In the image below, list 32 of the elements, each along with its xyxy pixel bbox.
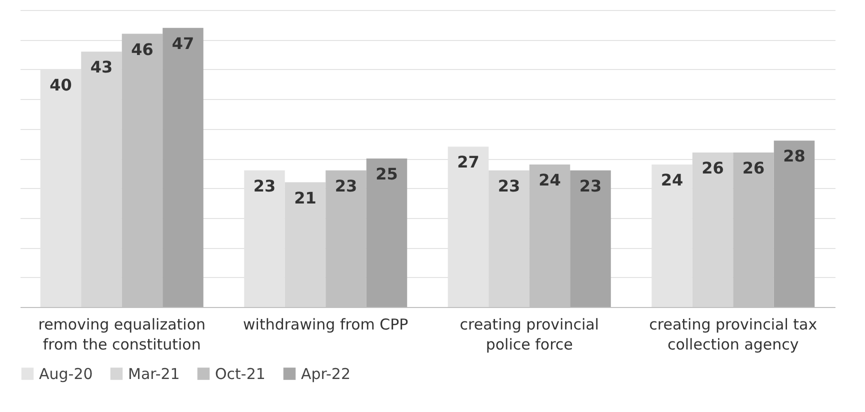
bar (81, 52, 122, 307)
data-label: 24 (660, 170, 684, 190)
bar (774, 140, 815, 307)
data-label: 23 (579, 176, 602, 196)
data-label: 25 (376, 164, 398, 184)
x-tick-label: removing equalization from the constitution (38, 316, 206, 354)
data-label: 27 (457, 152, 480, 172)
data-label: 46 (131, 40, 154, 59)
data-label: 40 (50, 75, 72, 94)
data-label: 26 (742, 158, 765, 178)
bar (570, 170, 611, 307)
data-label: 47 (172, 34, 194, 53)
x-tick-label: creating provincial police force (460, 316, 599, 354)
bar (284, 182, 326, 307)
data-label: 23 (498, 176, 520, 196)
legend-label: Aug-20 (39, 364, 93, 383)
data-label: 28 (783, 146, 806, 166)
bar (488, 170, 530, 307)
legend-label: Apr-22 (301, 364, 350, 383)
bar (162, 28, 204, 307)
bar (366, 158, 408, 307)
legend-label: Oct-21 (215, 364, 266, 383)
data-label: 24 (538, 170, 561, 190)
x-tick-label: creating provincial tax collection agency (649, 316, 818, 354)
data-label: 21 (294, 188, 316, 208)
data-label: 26 (702, 158, 724, 178)
bar (692, 152, 734, 307)
data-label: 43 (90, 58, 113, 77)
data-label: 23 (334, 176, 358, 196)
data-label: 23 (253, 176, 276, 196)
x-tick-label: withdrawing from CPP (243, 316, 408, 334)
legend-label: Mar-21 (128, 364, 180, 383)
